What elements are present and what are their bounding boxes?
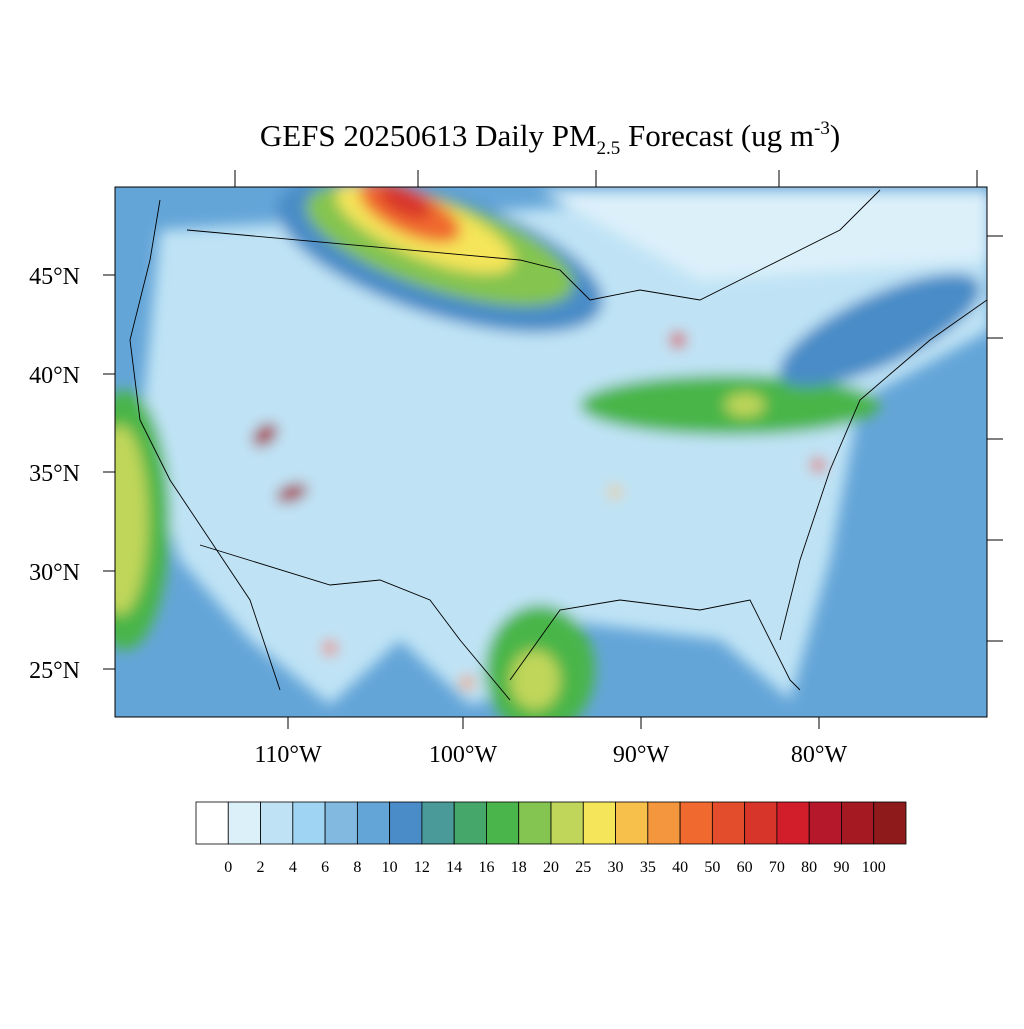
colorbar-label: 20 — [543, 859, 559, 876]
colorbar-box — [873, 801, 907, 845]
map-frame — [114, 186, 988, 718]
colorbar-box — [550, 801, 584, 845]
colorbar-label: 18 — [511, 859, 527, 876]
colorbar-box — [227, 801, 261, 845]
colorbar-box — [647, 801, 681, 845]
colorbar-box — [711, 801, 746, 845]
colorbar-label: 40 — [672, 859, 688, 876]
map-field — [115, 187, 987, 717]
lat-label: 40°N — [29, 363, 80, 389]
lat-label: 25°N — [29, 658, 80, 684]
lat-label: 45°N — [29, 264, 80, 290]
colorbar-box — [744, 801, 778, 845]
colorbar-box — [518, 801, 552, 845]
colorbar-box — [808, 801, 842, 845]
colorbar-box — [292, 801, 326, 845]
colorbar-label: 80 — [801, 859, 817, 876]
colorbar-label: 30 — [608, 859, 624, 876]
lon-label: 100°W — [429, 742, 498, 768]
colorbar-label: 16 — [478, 859, 494, 876]
colorbar-box — [195, 801, 229, 845]
colorbar-box — [260, 801, 294, 845]
colorbar-box — [421, 801, 455, 845]
colorbar-label: 0 — [224, 859, 232, 876]
colorbar-label: 12 — [414, 859, 430, 876]
colorbar-label: 4 — [289, 859, 297, 876]
colorbar-label: 8 — [353, 859, 361, 876]
colorbar-box — [615, 801, 649, 845]
colorbar-box — [453, 801, 487, 845]
colorbar-box — [486, 801, 520, 845]
colorbar-label: 100 — [862, 859, 886, 876]
lon-label: 90°W — [613, 742, 670, 768]
colorbar-box — [776, 801, 810, 845]
colorbar-label: 70 — [769, 859, 785, 876]
colorbar-label: 60 — [737, 859, 753, 876]
lon-label: 110°W — [254, 742, 322, 768]
colorbar-box — [324, 801, 358, 845]
colorbar-box — [582, 801, 616, 845]
colorbar-box — [841, 801, 875, 845]
colorbar-label: 10 — [382, 859, 398, 876]
colorbar-label: 90 — [833, 859, 849, 876]
colorbar-box — [679, 801, 713, 845]
colorbar-label: 6 — [321, 859, 329, 876]
colorbar-label: 2 — [257, 859, 265, 876]
colorbar-box — [356, 801, 391, 845]
colorbar-label: 14 — [446, 859, 462, 876]
lat-label: 35°N — [29, 461, 80, 487]
title: GEFS 20250613 Daily PM2.5 Forecast (ug m… — [260, 118, 840, 159]
colorbar-box — [389, 801, 423, 845]
lon-label: 80°W — [791, 742, 848, 768]
lat-label: 30°N — [29, 560, 80, 586]
colorbar-label: 25 — [575, 859, 591, 876]
colorbar-label: 50 — [704, 859, 720, 876]
colorbar-label: 35 — [640, 859, 656, 876]
